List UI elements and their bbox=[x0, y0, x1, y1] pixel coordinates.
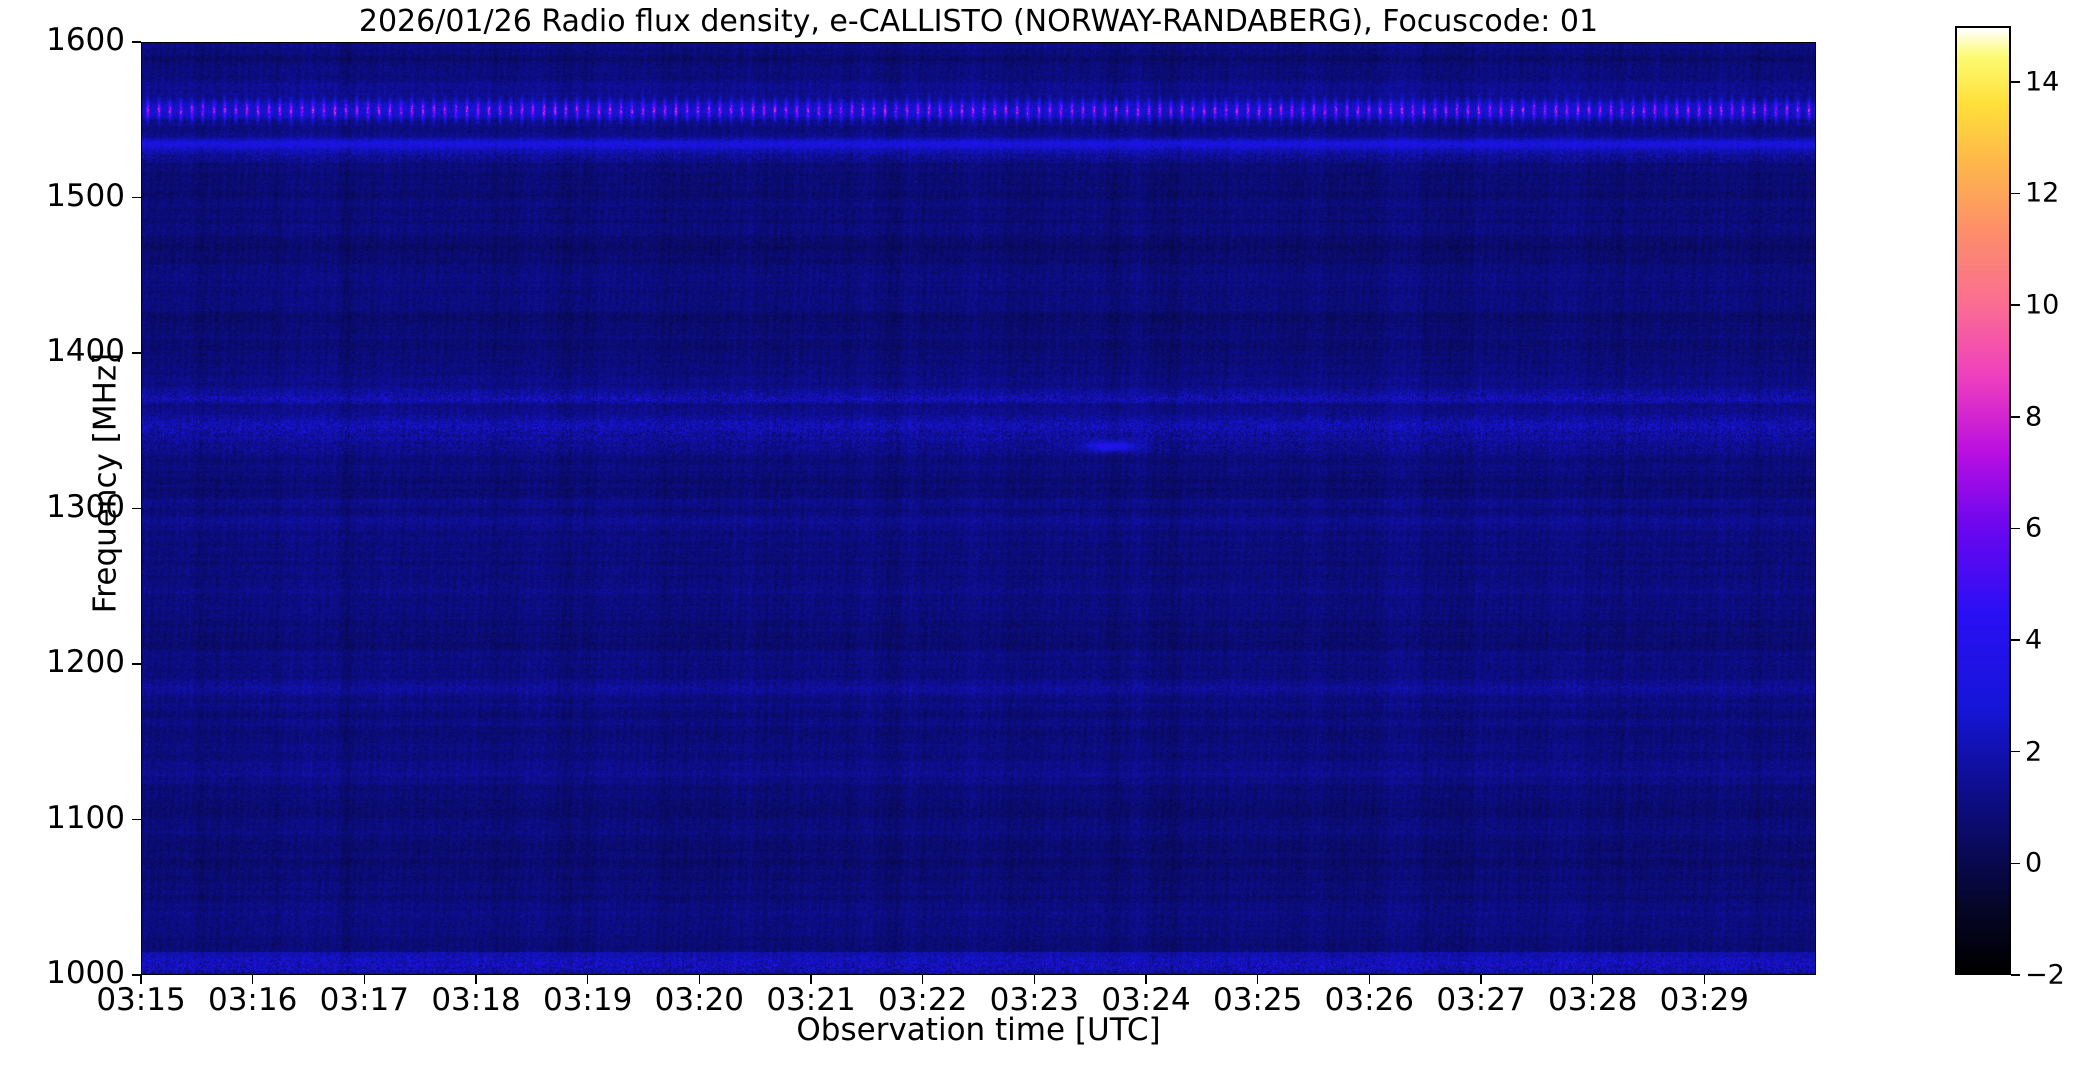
y-tick-mark bbox=[132, 352, 141, 354]
x-tick-label: 03:26 bbox=[1324, 982, 1414, 1018]
x-tick-label: 03:22 bbox=[877, 982, 968, 1018]
x-tick-label: 03:15 bbox=[96, 982, 186, 1018]
x-tick-label: 03:21 bbox=[766, 982, 856, 1018]
x-tick-label: 03:19 bbox=[542, 982, 633, 1018]
colorbar-gradient bbox=[1957, 28, 2009, 973]
x-tick-mark bbox=[363, 975, 366, 984]
colorbar-tick-label: 10 bbox=[2025, 289, 2060, 321]
colorbar-tick-label: 6 bbox=[2025, 512, 2043, 544]
x-tick-label: 03:28 bbox=[1547, 982, 1638, 1018]
y-tick-label: 1600 bbox=[46, 22, 125, 58]
x-tick-label: 03:20 bbox=[654, 982, 744, 1018]
x-tick-label: 03:16 bbox=[207, 982, 298, 1018]
y-tick-label: 1000 bbox=[46, 955, 125, 991]
page-title: 2026/01/26 Radio flux density, e-CALLIST… bbox=[358, 4, 1599, 39]
colorbar-tick-label: 2 bbox=[2025, 736, 2043, 768]
colorbar-tick-label: 8 bbox=[2025, 401, 2043, 433]
x-tick-mark bbox=[921, 975, 924, 984]
colorbar-tick-mark bbox=[2011, 862, 2020, 865]
x-tick-mark bbox=[1145, 975, 1147, 984]
x-tick-mark bbox=[140, 975, 142, 984]
colorbar-tick-label: −2 bbox=[2025, 959, 2065, 991]
x-tick-label: 03:29 bbox=[1659, 982, 1749, 1018]
y-tick-label: 1300 bbox=[46, 488, 125, 525]
x-tick-label: 03:24 bbox=[1101, 982, 1191, 1018]
colorbar-tick-label: 12 bbox=[2025, 177, 2060, 209]
y-tick-mark bbox=[132, 41, 141, 43]
colorbar-tick-mark bbox=[2011, 974, 2020, 976]
colorbar-tick-label: 0 bbox=[2025, 847, 2043, 879]
x-tick-mark bbox=[251, 975, 254, 984]
colorbar-tick-label: 14 bbox=[2025, 66, 2060, 98]
x-tick-label: 03:27 bbox=[1436, 982, 1526, 1018]
colorbar-tick-mark bbox=[2011, 750, 2020, 753]
colorbar-tick-label: 4 bbox=[2025, 624, 2043, 656]
y-tick-mark bbox=[132, 974, 141, 976]
y-tick-mark bbox=[132, 196, 141, 199]
colorbar-tick-mark bbox=[2011, 639, 2020, 641]
x-tick-mark bbox=[698, 975, 701, 984]
x-tick-mark bbox=[1368, 975, 1371, 984]
colorbar-tick-mark bbox=[2011, 527, 2020, 530]
x-tick-mark bbox=[1591, 975, 1594, 984]
colorbar-tick-mark bbox=[2011, 415, 2020, 418]
y-tick-label: 1500 bbox=[46, 177, 125, 214]
y-tick-mark bbox=[132, 818, 141, 821]
spectrogram-image bbox=[142, 43, 1815, 974]
x-tick-label: 03:23 bbox=[989, 982, 1079, 1018]
x-tick-mark bbox=[1703, 975, 1706, 984]
x-tick-mark bbox=[475, 975, 477, 984]
x-tick-mark bbox=[1480, 975, 1482, 984]
colorbar-tick-mark bbox=[2011, 304, 2020, 306]
colorbar[interactable] bbox=[1955, 26, 2011, 975]
x-tick-mark bbox=[1033, 975, 1036, 984]
y-tick-label: 1100 bbox=[46, 799, 125, 836]
x-tick-mark bbox=[1256, 975, 1259, 984]
colorbar-tick-mark bbox=[2011, 81, 2020, 83]
x-tick-label: 03:18 bbox=[431, 982, 521, 1018]
x-tick-label: 03:17 bbox=[319, 982, 409, 1018]
x-tick-mark bbox=[810, 975, 812, 984]
y-tick-label: 1400 bbox=[46, 333, 125, 369]
y-tick-mark bbox=[132, 507, 141, 510]
y-tick-mark bbox=[132, 663, 141, 665]
x-axis-label: Observation time [UTC] bbox=[796, 1012, 1161, 1048]
x-tick-label: 03:25 bbox=[1212, 982, 1303, 1018]
x-tick-mark bbox=[586, 975, 589, 984]
y-tick-label: 1200 bbox=[46, 644, 125, 680]
spectrogram-plot-area[interactable] bbox=[141, 42, 1816, 975]
colorbar-tick-mark bbox=[2011, 192, 2020, 195]
